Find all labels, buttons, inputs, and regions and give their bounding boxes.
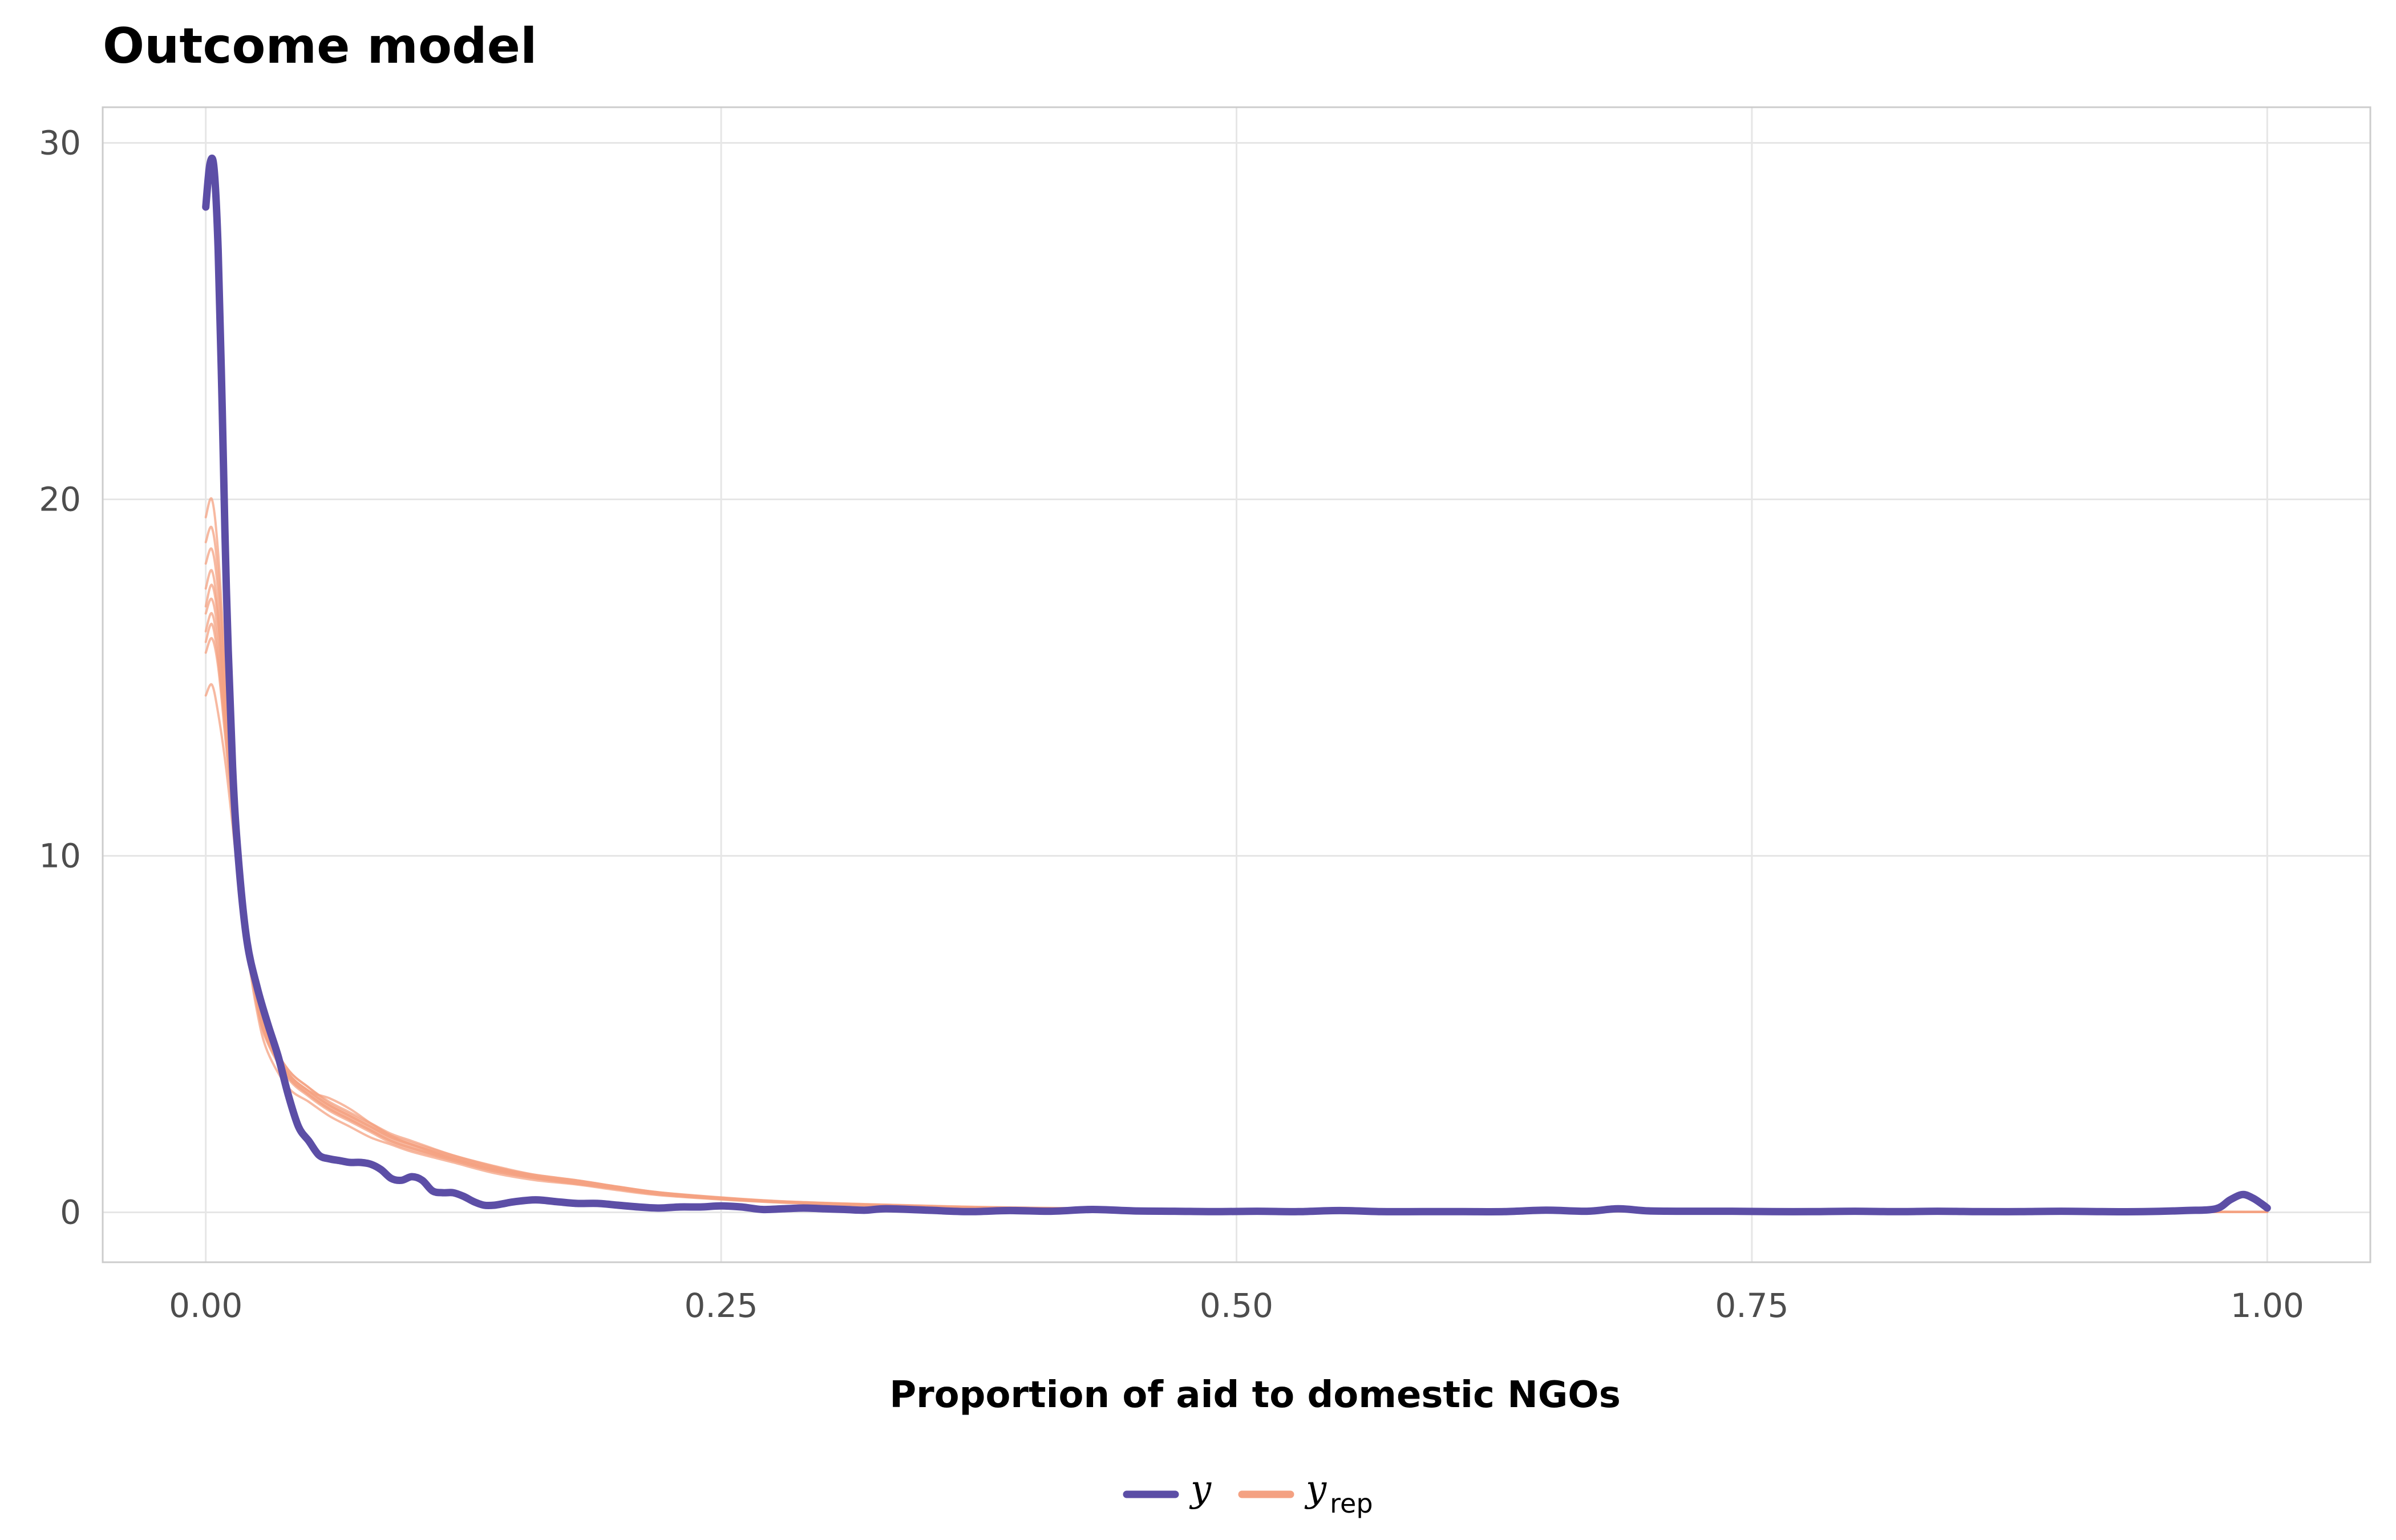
x-tick-label: 0.50	[1200, 1286, 1273, 1325]
x-tick-label: 0.25	[685, 1286, 758, 1325]
major-grid	[103, 107, 2370, 1262]
x-tick-label: 1.00	[2231, 1286, 2304, 1325]
legend-subscript: rep	[1330, 1488, 1373, 1519]
chart-title: Outcome model	[103, 18, 537, 75]
y-tick-label: 30	[39, 124, 81, 163]
legend-label-2: y rep	[1304, 1468, 1373, 1519]
x-tick-label: 0.00	[169, 1286, 242, 1325]
legend-label-1: y	[1189, 1468, 1212, 1510]
y-tick-label: 0	[60, 1193, 81, 1232]
y-axis-ticks: 0 10 20 30	[39, 124, 81, 1232]
y-tick-label: 10	[39, 837, 81, 876]
x-tick-label: 0.75	[1715, 1286, 1788, 1325]
x-axis-title: Proportion of aid to domestic NGOs	[889, 1374, 1621, 1416]
x-axis-ticks: 0.00 0.25 0.50 0.75 1.00	[169, 1286, 2304, 1325]
legend: y y rep	[1123, 1468, 1373, 1519]
y-tick-label: 20	[39, 480, 81, 519]
observed-series-group	[202, 154, 2271, 1215]
panel-border	[102, 106, 2371, 1263]
y-observed-line	[202, 154, 2271, 1215]
